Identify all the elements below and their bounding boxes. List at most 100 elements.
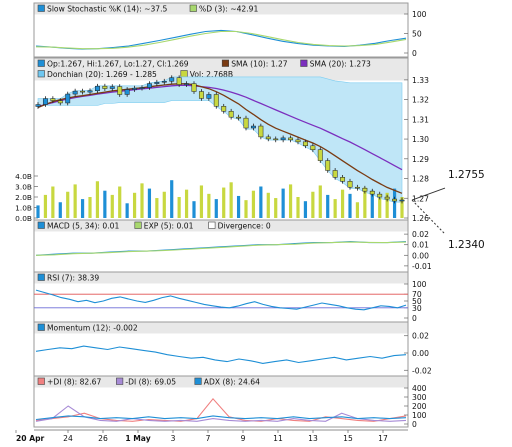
candle-body (265, 136, 271, 140)
volume-bar (132, 192, 137, 218)
volume-tick-label: 4.0B (15, 172, 32, 181)
volume-bar (326, 194, 330, 218)
volume-bar (363, 187, 367, 218)
volume-bar (95, 181, 100, 218)
legend-swatch (37, 377, 45, 385)
volume-bar (118, 186, 122, 218)
legend-label: +DI (8): 82.67 (47, 378, 102, 387)
candle-body (35, 104, 41, 107)
candle-body (369, 190, 375, 195)
volume-bar (177, 197, 181, 218)
candle-body (132, 87, 138, 90)
candle-body (221, 106, 227, 112)
y-tick-label: 0 (412, 49, 417, 58)
legend-swatch (134, 221, 142, 229)
volume-bar (43, 194, 48, 218)
candle-body (102, 85, 108, 89)
candle-body (50, 98, 56, 101)
volume-bar (400, 197, 404, 218)
volume-bar (355, 202, 360, 218)
y-tick-label: 100 (412, 10, 427, 19)
volume-bar (140, 183, 144, 218)
x-tick-label: 9 (241, 434, 246, 443)
candle-body (302, 141, 308, 147)
annotation-label: 1.2340 (448, 239, 485, 251)
y-tick-label: 1.32 (412, 96, 429, 105)
volume-bar (378, 198, 382, 218)
volume-tick-label: 1.0B (15, 204, 32, 213)
legend-bar (34, 272, 408, 284)
legend-swatch (208, 221, 216, 229)
y-tick-label: 100 (412, 411, 427, 420)
volume-tick-label: 0.0B (15, 214, 32, 223)
candle-body (340, 177, 346, 182)
volume-bar (333, 199, 337, 218)
legend-label: EXP (5): 0.01 (144, 222, 194, 231)
sma10-line (37, 83, 403, 194)
legend-bar (34, 322, 408, 334)
legend-swatch (189, 4, 197, 12)
legend-label: RSI (7): 38.39 (47, 274, 99, 283)
candle-body (94, 85, 100, 91)
panel-stochastic: Slow Stochastic %K (14): ~37.5 %D (3): ~4… (33, 2, 427, 58)
x-tick-label: 15 (343, 434, 353, 443)
candle-body (139, 87, 145, 89)
candle-body (109, 86, 115, 89)
candle-body (332, 170, 338, 178)
volume-bar (244, 200, 248, 218)
series-line-momentum (35, 345, 407, 364)
candle-body (80, 90, 86, 93)
candle-body (184, 83, 190, 85)
x-tick-label: 20 Apr (16, 434, 45, 443)
candle-body (228, 110, 234, 118)
y-tick-label: 100 (412, 280, 427, 289)
y-tick-label: 400 (412, 384, 427, 393)
price-annotations: 1.2755 1.2340 (411, 169, 485, 251)
candle-body (347, 181, 353, 188)
volume-bar (251, 190, 256, 218)
volume-bar (73, 184, 77, 218)
candle-body (57, 100, 63, 104)
candle-body (87, 90, 93, 93)
volume-bar (236, 195, 241, 218)
y-tick-label: 0 (412, 314, 417, 323)
volume-bar (110, 194, 114, 218)
volume-bar (229, 182, 233, 218)
volume-bar (288, 184, 293, 218)
candle-body (362, 187, 368, 192)
candle-body (384, 196, 390, 200)
legend-swatch (180, 70, 188, 78)
volume-bar (207, 193, 211, 218)
legend-bar (34, 220, 408, 232)
legend-swatch (221, 59, 229, 67)
candle-body (213, 94, 219, 107)
volume-tick-label: 2.0B (15, 193, 32, 202)
annotation-label: 1.2755 (448, 169, 485, 181)
volume-bar (58, 202, 62, 218)
series-line--di (35, 397, 407, 422)
candle-body (124, 89, 130, 95)
candle-body (377, 193, 383, 198)
candle-body (280, 137, 286, 141)
y-tick-label: 50 (412, 30, 422, 39)
x-tick-label: 17 (378, 434, 388, 443)
legend-swatch (37, 59, 45, 67)
chart-panels: Slow Stochastic %K (14): ~37.5 %D (3): ~4… (15, 2, 432, 429)
legend-swatch (300, 59, 308, 67)
legend-label: Vol: 2.768B (190, 70, 233, 79)
legend-swatch (37, 273, 45, 281)
volume-bar (348, 193, 352, 218)
volume-bar (303, 201, 308, 218)
sma20-line (37, 84, 403, 171)
legend-label: Momentum (12): -0.002 (47, 324, 138, 333)
volume-bar (88, 197, 92, 218)
legend-swatch (37, 70, 45, 78)
volume-bar (214, 199, 218, 218)
y-tick-label: 0.02 (412, 332, 429, 341)
volume-bar (266, 192, 270, 218)
x-tick-label: 1 May (125, 434, 150, 443)
volume-bar (370, 190, 374, 218)
x-axis: 20 Apr 24 26 1 May 3 7 9 11 13 15 17 (15, 429, 408, 443)
legend-label: ADX (8): 24.64 (204, 378, 260, 387)
